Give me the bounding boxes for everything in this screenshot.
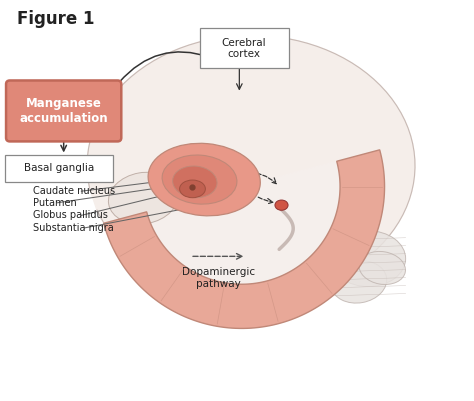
Polygon shape: [146, 161, 340, 284]
Text: Dopaminergic
pathway: Dopaminergic pathway: [182, 267, 255, 289]
Text: Manganese
accumulation: Manganese accumulation: [19, 97, 108, 125]
Ellipse shape: [331, 235, 368, 263]
FancyBboxPatch shape: [6, 81, 121, 142]
Ellipse shape: [173, 166, 217, 198]
Polygon shape: [87, 35, 415, 296]
Text: Caudate nucleus: Caudate nucleus: [33, 186, 115, 196]
Text: Figure 1: Figure 1: [17, 10, 94, 28]
Text: Globus pallidus: Globus pallidus: [33, 211, 108, 221]
FancyBboxPatch shape: [200, 28, 289, 68]
Text: Putamen: Putamen: [33, 198, 77, 208]
Text: Basal ganglia: Basal ganglia: [24, 163, 94, 173]
Ellipse shape: [162, 155, 237, 204]
Ellipse shape: [359, 251, 405, 284]
Text: Substantia nigra: Substantia nigra: [33, 223, 114, 233]
Ellipse shape: [148, 143, 260, 216]
FancyBboxPatch shape: [5, 155, 113, 182]
Ellipse shape: [109, 172, 178, 224]
Ellipse shape: [331, 231, 406, 287]
Ellipse shape: [331, 261, 387, 303]
Ellipse shape: [180, 180, 205, 198]
Polygon shape: [104, 150, 384, 328]
Text: Cerebral
cortex: Cerebral cortex: [222, 38, 266, 59]
Ellipse shape: [275, 200, 288, 210]
